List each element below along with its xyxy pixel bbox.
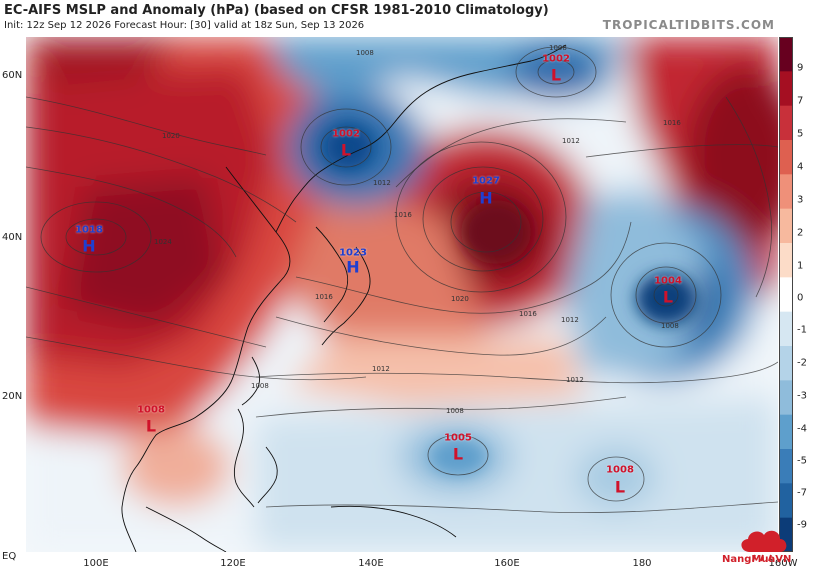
- colorbar-segment: [779, 311, 793, 347]
- colorbar-label: 7: [797, 95, 804, 107]
- isobar-label: 1012: [566, 376, 584, 384]
- mslp-anomaly-map: 1008 1012 1016 1020 1024 1012 1016 1008 …: [26, 37, 778, 552]
- colorbar-label: -2: [797, 357, 807, 369]
- isobars: [26, 46, 778, 514]
- isobar-label: 1008: [446, 407, 464, 415]
- map-title: EC-AIFS MSLP and Anomaly (hPa) (based on…: [4, 3, 549, 18]
- colorbar-label: 1: [797, 260, 804, 272]
- isobar-label: 1012: [561, 316, 579, 324]
- colorbar-label: -5: [797, 455, 807, 467]
- colorbar-segment: [779, 140, 793, 175]
- colorbar-label: -4: [797, 423, 807, 435]
- watermark-label: NangMuaVN: [722, 554, 792, 565]
- low-center-value: 1008: [606, 464, 634, 476]
- low-center-symbol: L: [340, 140, 352, 160]
- isobar-label: 1012: [372, 365, 390, 373]
- isobar-label: 1016: [519, 310, 537, 318]
- low-center-value: 1004: [654, 275, 682, 287]
- anomaly-detail: [327, 127, 696, 475]
- cloud-icon: [741, 530, 787, 552]
- colorbar-segment: [779, 414, 793, 450]
- map-canvas: 1008 1012 1016 1020 1024 1012 1016 1008 …: [26, 37, 778, 552]
- high-center-symbol: H: [479, 188, 493, 208]
- colorbar-label: 3: [797, 194, 804, 206]
- colorbar-label: -9: [797, 519, 807, 531]
- low-center-symbol: L: [662, 287, 674, 307]
- colorbar-segment: [779, 105, 793, 141]
- brand-label: TROPICALTIDBITS.COM: [602, 18, 775, 32]
- lat-label: EQ: [2, 551, 17, 562]
- lat-label: 40N: [2, 232, 23, 243]
- colorbar-segment: [779, 346, 793, 381]
- low-center-symbol: L: [614, 477, 626, 497]
- lat-label: 60N: [2, 70, 23, 81]
- coastlines: [121, 44, 567, 552]
- low-center-symbol: L: [550, 65, 562, 85]
- high-center-symbol: H: [346, 257, 360, 277]
- isobar-label: 1008: [661, 322, 679, 330]
- high-center-value: 1027: [472, 175, 500, 187]
- colorbar-label: 2: [797, 227, 804, 239]
- isobar-label: 1020: [451, 295, 469, 303]
- isobar-label: 1008: [549, 44, 567, 52]
- rain-icon: [752, 554, 772, 562]
- low-center-symbol: L: [452, 444, 464, 464]
- isobar-label: 1020: [162, 132, 180, 140]
- colorbar-segment: [779, 37, 793, 72]
- colorbar-label: 4: [797, 161, 804, 173]
- anomaly-colorbar: [779, 37, 793, 552]
- high-center-value: 1018: [75, 224, 103, 236]
- colorbar-segment: [779, 449, 793, 484]
- low-center-value: 1008: [137, 404, 165, 416]
- isobar-labels: 1008 1012 1016 1020 1024 1012 1016 1008 …: [154, 44, 681, 415]
- isobar-label: 1008: [251, 382, 269, 390]
- lon-label: 140E: [358, 558, 384, 569]
- isobar-label: 1016: [315, 293, 333, 301]
- colorbar-segment: [779, 380, 793, 416]
- colorbar-segment: [779, 483, 793, 519]
- colorbar-segment: [779, 208, 793, 244]
- low-center-value: 1002: [542, 53, 570, 65]
- isobar-label: 1008: [356, 49, 374, 57]
- isobar-label: 1016: [394, 211, 412, 219]
- colorbar-segment: [779, 243, 793, 278]
- lat-label: 20N: [2, 391, 23, 402]
- colorbar-segment: [779, 277, 793, 313]
- high-center-value: 1023: [339, 247, 367, 259]
- lon-label: 120E: [220, 558, 246, 569]
- lon-label: 160W: [768, 558, 798, 569]
- colorbar-segment: [779, 71, 793, 107]
- colorbar-label: 9: [797, 62, 804, 74]
- colorbar-segment: [779, 174, 793, 210]
- lon-label: 100E: [83, 558, 109, 569]
- isobar-label: 1012: [562, 137, 580, 145]
- map-subtitle: Init: 12z Sep 12 2026 Forecast Hour: [30…: [4, 20, 365, 31]
- lon-label: 160E: [494, 558, 520, 569]
- isobar-label: 1024: [154, 238, 172, 246]
- colorbar-label: 0: [797, 292, 804, 304]
- colorbar-label: 5: [797, 128, 804, 140]
- low-center-value: 1002: [332, 128, 360, 140]
- lon-label: 180: [632, 558, 652, 569]
- colorbar-border: [779, 37, 793, 552]
- colorbar-label: -1: [797, 324, 807, 336]
- colorbar-label: -7: [797, 487, 807, 499]
- isobar-label: 1016: [663, 119, 681, 127]
- colorbar-label: -3: [797, 390, 807, 402]
- low-center-value: 1005: [444, 432, 472, 444]
- low-center-symbol: L: [145, 416, 157, 436]
- isobar-label: 1012: [373, 179, 391, 187]
- nangmuavn-logo: [741, 530, 787, 562]
- high-center-symbol: H: [82, 236, 96, 256]
